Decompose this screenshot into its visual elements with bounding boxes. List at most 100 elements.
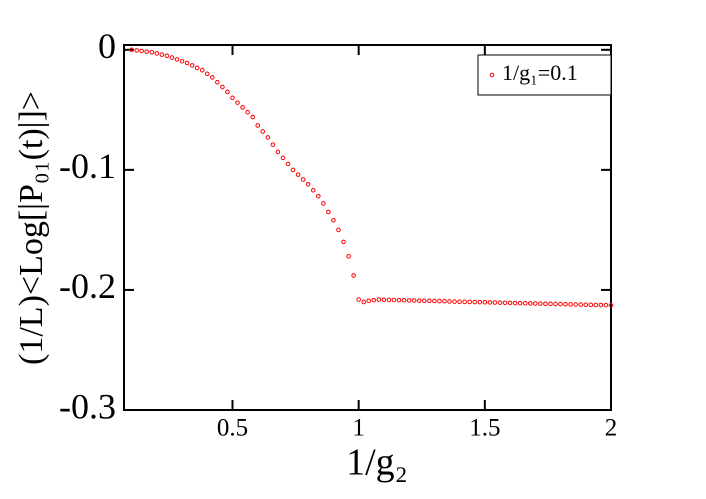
point: [507, 300, 513, 306]
point: [300, 177, 306, 182]
point: [517, 300, 523, 306]
point: [396, 297, 402, 303]
x-tick-label: 1.5: [469, 415, 500, 442]
point: [189, 63, 195, 68]
point: [588, 302, 594, 308]
point: [144, 49, 150, 54]
point: [462, 299, 467, 305]
point: [204, 71, 210, 77]
y-tick-label: 0: [98, 26, 116, 66]
point: [245, 109, 250, 115]
point: [310, 187, 316, 193]
point: [139, 48, 144, 54]
x-tick-label: 1: [352, 415, 365, 442]
point: [356, 297, 361, 302]
point: [240, 105, 245, 110]
y-tick-label: -0.1: [59, 146, 116, 186]
point: [315, 193, 321, 199]
point: [215, 79, 220, 85]
point: [553, 301, 558, 307]
point: [527, 301, 533, 306]
point: [336, 227, 341, 233]
point: [482, 300, 488, 305]
point: [285, 161, 291, 167]
point: [538, 301, 543, 306]
legend-label: 1/g₁=0.1: [502, 60, 578, 85]
point: [366, 298, 372, 304]
point: [598, 302, 604, 308]
point: [472, 299, 478, 305]
point: [533, 301, 538, 306]
point: [381, 297, 387, 303]
point: [391, 297, 397, 303]
point: [220, 84, 225, 90]
point: [467, 299, 472, 305]
point: [331, 217, 336, 223]
point: [447, 299, 452, 304]
point: [492, 300, 498, 305]
point: [608, 303, 614, 308]
point: [593, 302, 599, 308]
point: [568, 302, 573, 307]
point: [321, 201, 326, 206]
x-axis-label: 1/g₂: [346, 442, 408, 484]
point: [270, 142, 276, 147]
point: [230, 95, 235, 101]
point: [522, 300, 528, 306]
point: [411, 298, 417, 303]
point: [548, 301, 553, 307]
y-axis-label: (1/L)<Log[|P₀₁(t)|]>: [13, 91, 50, 365]
point: [255, 123, 261, 128]
point: [149, 49, 155, 55]
legend-box: [477, 54, 612, 96]
point: [437, 298, 442, 304]
point: [129, 47, 134, 53]
point: [421, 298, 427, 304]
point: [250, 114, 255, 120]
point: [603, 302, 609, 308]
point: [583, 302, 589, 308]
point: [305, 181, 311, 187]
point: [235, 100, 240, 105]
point: [563, 301, 568, 307]
point: [487, 300, 493, 305]
point: [406, 298, 412, 303]
point: [457, 299, 462, 305]
point: [341, 239, 346, 245]
point: [432, 298, 437, 304]
x-tick-label: 2: [605, 415, 618, 442]
point: [134, 48, 139, 53]
point: [184, 60, 190, 66]
point: [290, 167, 296, 173]
point: [442, 298, 447, 304]
point: [346, 254, 351, 259]
point: [401, 297, 407, 303]
point: [543, 301, 548, 307]
point: [260, 129, 266, 134]
x-tick-label: 0.5: [217, 415, 248, 442]
point: [275, 149, 281, 155]
point: [210, 75, 215, 80]
point: [159, 52, 165, 57]
y-tick-label: -0.3: [59, 386, 116, 426]
point: [199, 67, 205, 73]
point: [351, 273, 356, 278]
point: [558, 301, 563, 307]
point: [502, 300, 508, 306]
point: [376, 297, 382, 302]
point: [361, 299, 367, 305]
point: [497, 300, 503, 305]
point: [169, 55, 175, 60]
point: [371, 297, 377, 303]
point: [578, 302, 584, 307]
point: [194, 65, 200, 71]
point: [280, 155, 286, 161]
point: [416, 298, 422, 303]
point: [225, 89, 230, 95]
point: [427, 298, 432, 304]
y-tick-label: -0.2: [59, 266, 116, 306]
point: [174, 57, 180, 62]
point: [386, 297, 392, 303]
